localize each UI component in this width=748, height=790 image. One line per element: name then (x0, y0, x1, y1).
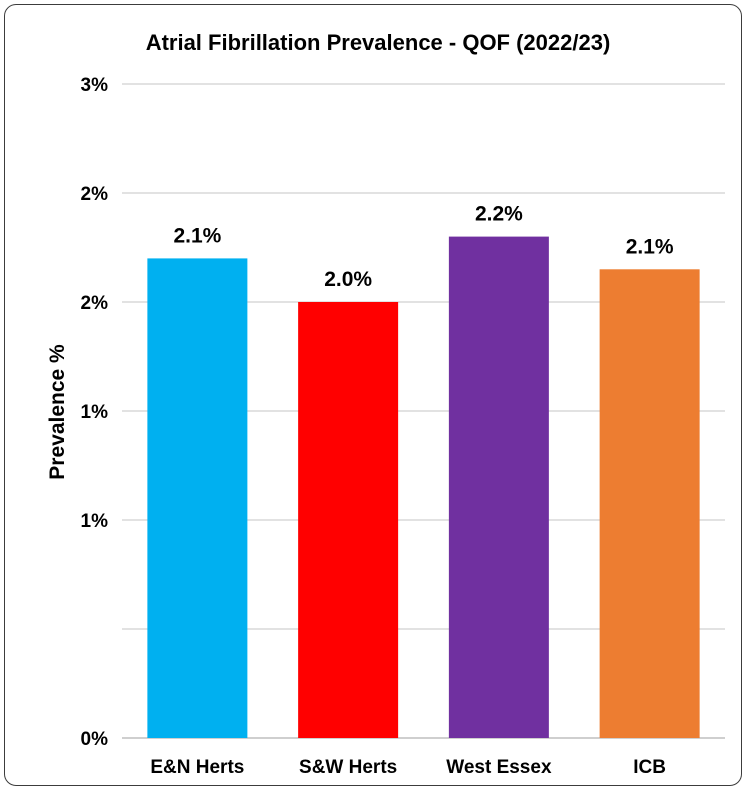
x-tick-label: West Essex (446, 757, 552, 778)
data-label: 2.0% (324, 268, 372, 291)
y-axis-ticks: 3% 2% 2% 1% 1% 0% (81, 75, 109, 750)
y-tick-label: 0% (81, 729, 109, 750)
chart-title: Atrial Fibrillation Prevalence - QOF (20… (146, 30, 611, 55)
y-tick-label: 1% (81, 511, 109, 532)
bars (147, 236, 700, 738)
y-tick-label: 3% (81, 75, 109, 96)
bar (147, 258, 248, 738)
x-tick-label: E&N Herts (150, 757, 244, 778)
bar (599, 269, 700, 738)
data-label: 2.1% (626, 235, 674, 258)
y-tick-label: 1% (81, 402, 109, 423)
y-axis-label: Prevalence % (46, 344, 69, 480)
data-label: 2.1% (173, 224, 221, 247)
y-tick-label: 2% (81, 184, 109, 205)
bar (298, 302, 399, 738)
bar (448, 236, 549, 738)
x-axis-labels: E&N Herts S&W Herts West Essex ICB (150, 757, 666, 778)
y-tick-label: 2% (81, 293, 109, 314)
data-labels: 2.1% 2.0% 2.2% 2.1% (173, 203, 673, 291)
data-label: 2.2% (475, 203, 523, 226)
x-tick-label: ICB (633, 757, 666, 778)
x-tick-label: S&W Herts (299, 757, 397, 778)
